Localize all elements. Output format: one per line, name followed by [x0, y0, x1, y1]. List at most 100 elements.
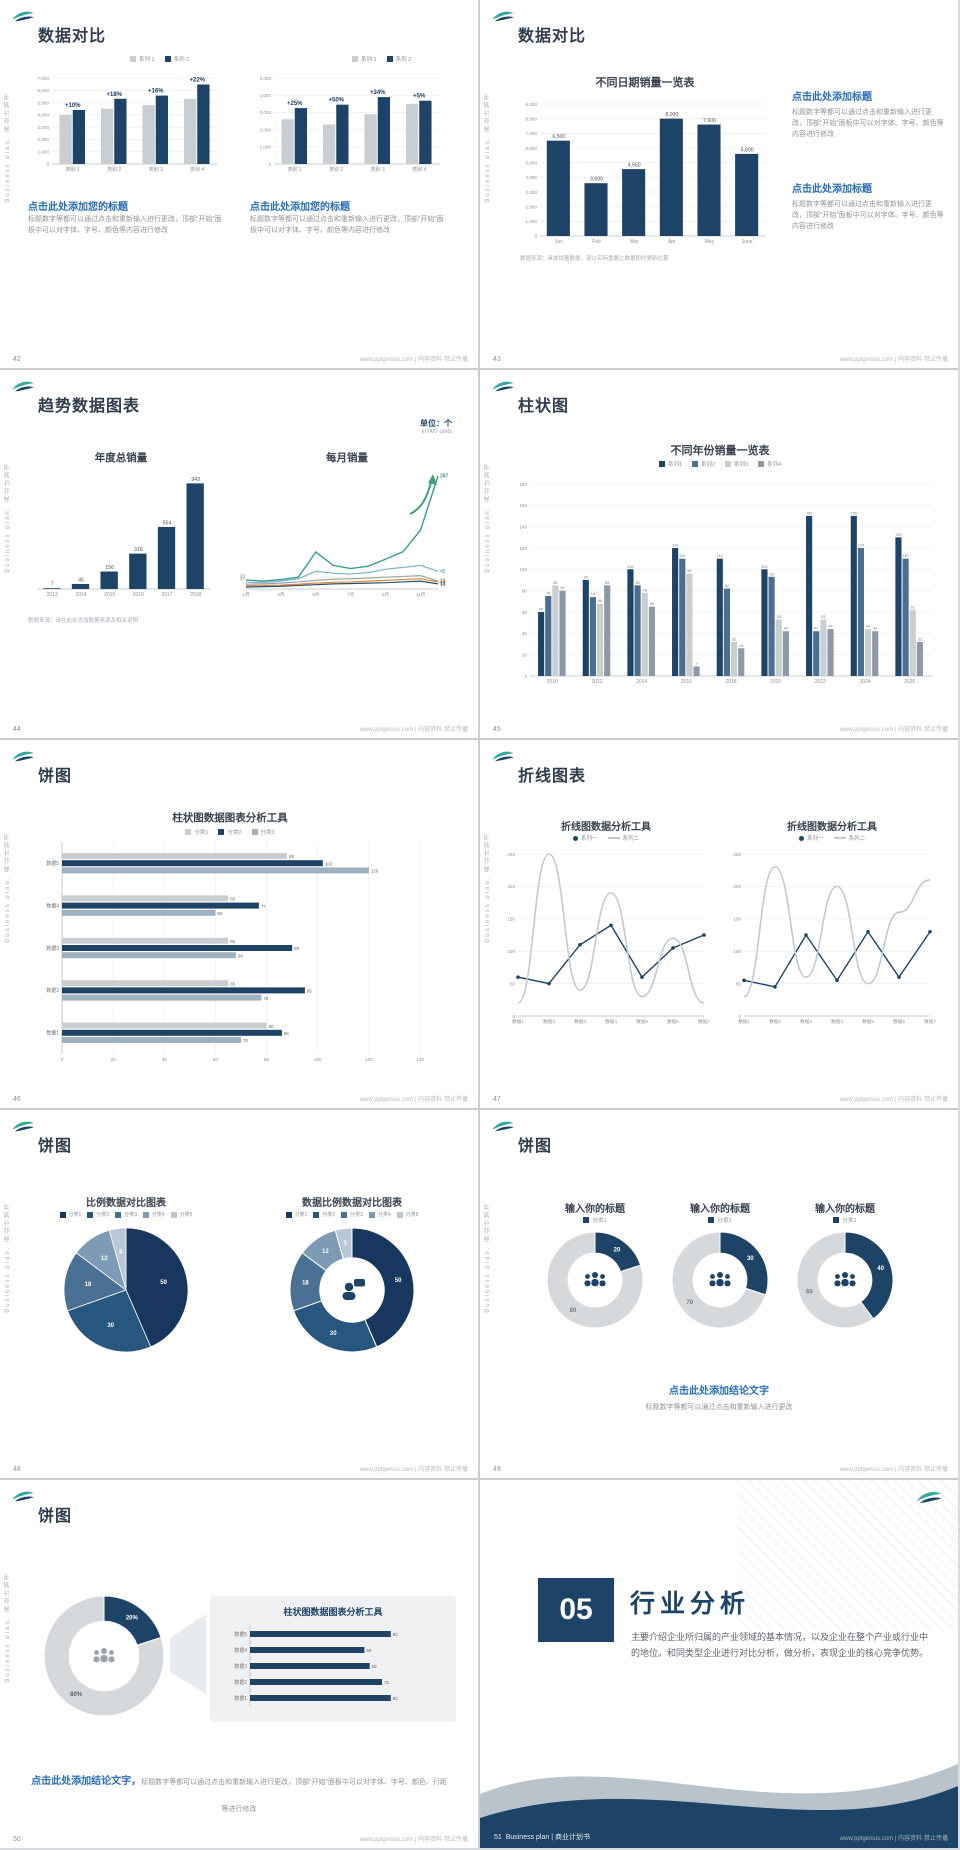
legend-label: 分类1	[717, 1218, 732, 1224]
svg-text:2016: 2016	[681, 679, 692, 685]
svg-text:50: 50	[510, 981, 516, 986]
svg-text:18: 18	[440, 579, 446, 585]
placeholder-heading: 点击此处添加标题	[792, 184, 872, 195]
slide-number: 42	[13, 356, 21, 363]
svg-text:数据5: 数据5	[862, 1018, 874, 1025]
placeholder-body: 标题数字等都可以通过点击和重新输入进行更改，顶部“开始”面板中可以对字体、字号、…	[792, 109, 944, 139]
svg-text:316: 316	[134, 547, 143, 553]
chart-legend: 系列一 系列二	[500, 834, 712, 842]
svg-text:2026: 2026	[904, 679, 915, 685]
svg-text:42: 42	[814, 627, 818, 631]
sidebar-vertical-text: Business plan. 商业计划书	[5, 92, 11, 203]
svg-text:数据7: 数据7	[924, 1018, 936, 1025]
donut-chart-3: 40 60	[796, 1231, 894, 1329]
legend-swatch	[185, 829, 192, 835]
unit-text: 单位：个	[420, 419, 452, 428]
chart-legend: 系列一 系列二	[726, 834, 938, 842]
brand-logo-icon	[492, 381, 514, 392]
svg-text:数据2: 数据2	[234, 1679, 247, 1686]
svg-text:数据6: 数据6	[893, 1018, 905, 1025]
sidebar-vertical-text: Business plan. 商业计划书	[5, 1572, 11, 1683]
chart-title: 柱状图数据图表分析工具	[172, 812, 288, 824]
svg-text:Apr: Apr	[668, 239, 676, 245]
legend-marker	[572, 835, 578, 841]
svg-text:140: 140	[416, 1057, 424, 1062]
legend-label: 系列二	[622, 836, 640, 842]
svg-text:943: 943	[191, 477, 200, 483]
footer-site: www.pptgenius.com | 内容资料·禁止传播	[839, 1836, 948, 1842]
conclusion-body: 标题数字等都可以通过点击和重新输入进行更改	[645, 1404, 793, 1411]
footer-site: www.pptgenius.com | 内容资料·禁止传播	[359, 1097, 468, 1103]
svg-text:6,000: 6,000	[526, 146, 538, 151]
svg-text:数据4: 数据4	[46, 902, 59, 909]
svg-text:2015: 2015	[104, 592, 115, 598]
legend-swatch	[130, 56, 136, 62]
legend-item: 分类1	[59, 1211, 82, 1218]
svg-text:96: 96	[687, 569, 691, 573]
svg-text:45: 45	[440, 569, 446, 575]
svg-text:8,000: 8,000	[665, 112, 678, 118]
svg-text:+16%: +16%	[148, 89, 164, 95]
svg-text:75: 75	[546, 592, 550, 596]
svg-text:80: 80	[269, 1024, 274, 1029]
svg-text:150: 150	[851, 512, 857, 516]
chart-legend: 系列 1 系列 2	[130, 55, 189, 63]
svg-text:数据1: 数据1	[512, 1018, 524, 1025]
svg-text:数据5: 数据5	[234, 1631, 247, 1638]
svg-text:5,000: 5,000	[38, 100, 50, 105]
chart-legend: 系列 1 系列 2	[352, 55, 411, 63]
sidebar-vertical-text: Business plan. 商业计划书	[5, 832, 11, 943]
slide-43: Business plan. 商业计划书 数据对比 不同日期销量一览表 0 1,0…	[480, 0, 958, 368]
svg-text:18: 18	[302, 1281, 309, 1287]
legend-item: 系列 2	[164, 55, 189, 63]
svg-text:77: 77	[261, 904, 266, 909]
svg-text:2018: 2018	[190, 592, 201, 598]
svg-text:78: 78	[643, 588, 647, 592]
svg-text:Feb: Feb	[592, 239, 601, 245]
conclusion-body: 标题数字等都可以通过点击和重新输入进行更改，顶部“开始”面板中可以对字体、字号、…	[141, 1779, 447, 1814]
legend-swatch	[164, 56, 171, 62]
svg-text:类别 1: 类别 1	[288, 166, 302, 173]
legend-label: 分类1	[68, 1212, 82, 1218]
legend-item: 系列二	[607, 834, 640, 842]
svg-text:250: 250	[733, 852, 741, 857]
legend-label: 系列一	[806, 836, 824, 842]
placeholder-heading: 点击此处添加标题	[792, 92, 872, 103]
unit-subtext: in'000 units	[421, 429, 452, 435]
svg-text:7,000: 7,000	[38, 76, 50, 81]
svg-text:20: 20	[111, 1057, 117, 1062]
svg-text:200: 200	[507, 884, 515, 889]
svg-text:2,000: 2,000	[526, 204, 538, 209]
svg-text:Mar: Mar	[630, 239, 639, 245]
legend-item: 系列4	[758, 460, 781, 468]
svg-text:156: 156	[105, 565, 114, 571]
svg-text:120: 120	[519, 546, 527, 551]
legend-label: 分类4	[151, 1212, 165, 1218]
svg-text:数据6: 数据6	[667, 1018, 679, 1025]
svg-text:40: 40	[877, 1266, 884, 1272]
svg-text:42: 42	[873, 627, 877, 631]
slide-49: Business plan. 商业计划书 饼图 输入你的标题 分类1 20 80 …	[480, 1110, 958, 1478]
svg-text:65: 65	[230, 981, 235, 986]
chart-title: 折线图数据分析工具	[561, 822, 651, 833]
svg-text:110: 110	[679, 554, 685, 558]
legend-swatch	[583, 1217, 590, 1223]
svg-text:数据1: 数据1	[738, 1018, 750, 1025]
placeholder-body: 标题数字等都可以通过点击和重新输入进行更改，顶部“开始”面板中可以对字体、字号、…	[250, 216, 444, 235]
svg-text:150: 150	[806, 512, 812, 516]
legend-marker	[798, 835, 804, 841]
svg-text:68: 68	[372, 1664, 377, 1669]
legend-swatch	[218, 829, 225, 835]
svg-text:7,000: 7,000	[526, 131, 538, 136]
svg-text:类别 3: 类别 3	[371, 166, 385, 173]
legend-label: 系列2	[700, 462, 715, 468]
svg-text:数据4: 数据4	[234, 1647, 247, 1654]
legend-item: 系列1	[658, 460, 682, 468]
svg-text:62: 62	[911, 605, 915, 609]
sidebar-vertical-text: Business plan. 商业计划书	[5, 1202, 11, 1313]
svg-text:9: 9	[695, 662, 697, 666]
svg-text:数据3: 数据3	[574, 1018, 586, 1025]
legend-swatch	[691, 461, 698, 467]
brand-logo-icon	[12, 1121, 34, 1132]
svg-text:3,600: 3,600	[590, 177, 603, 183]
